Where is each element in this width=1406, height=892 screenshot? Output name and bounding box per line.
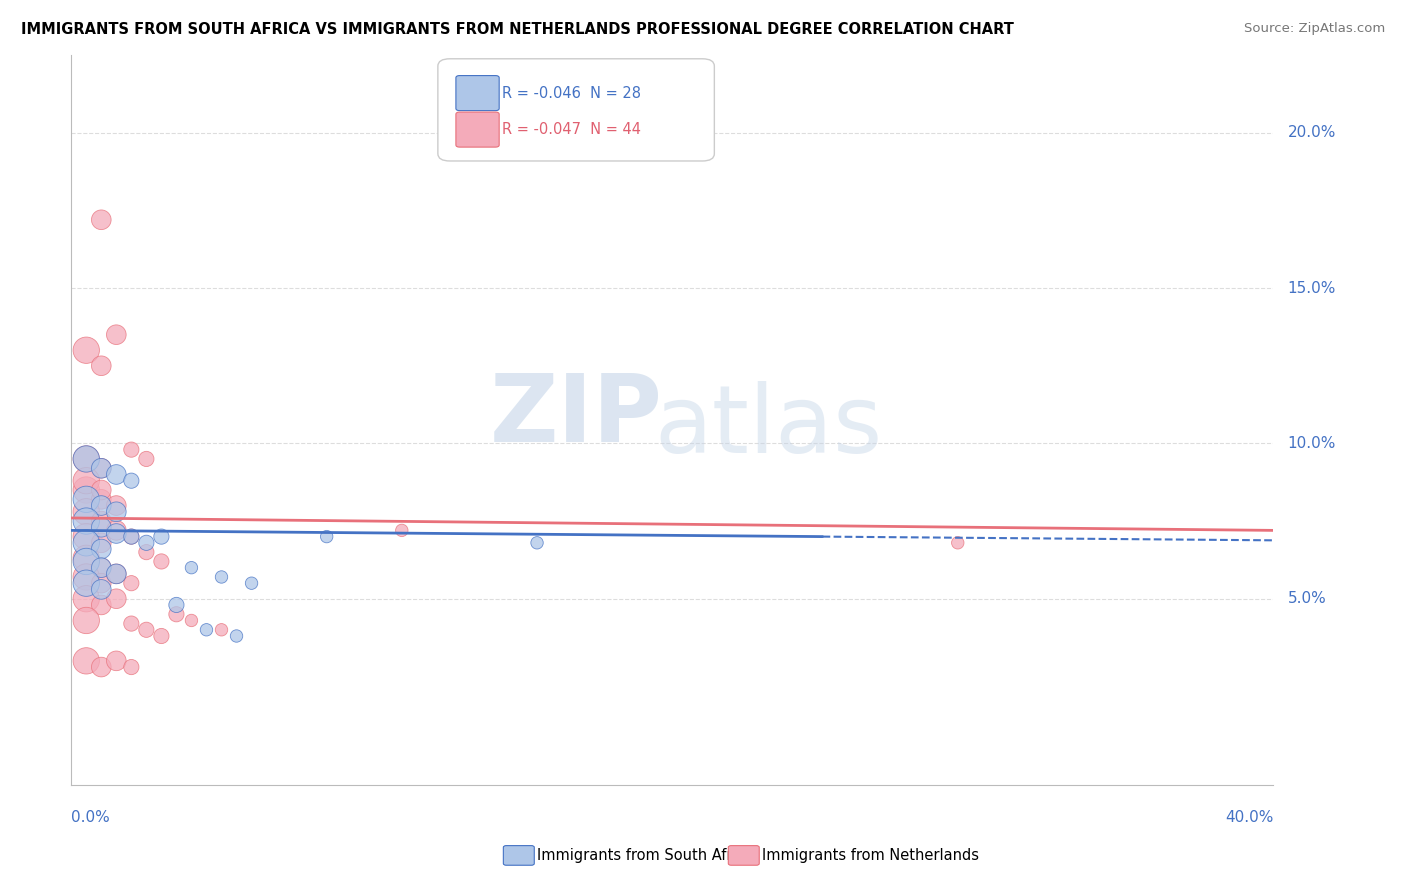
Point (90, 536, 112, 550)
Point (90, 576, 112, 591)
Point (75, 452, 97, 467)
Text: ZIP: ZIP (489, 370, 662, 462)
Point (75, 591, 97, 606)
Point (120, 442, 142, 457)
Point (75, 452, 97, 467)
Point (120, 660, 142, 674)
Point (75, 474, 97, 488)
Point (90, 514, 112, 528)
Point (90, 461, 112, 475)
Point (105, 654, 128, 668)
Point (135, 452, 157, 467)
Point (75, 505, 97, 519)
Point (75, 536, 97, 550)
Text: R = -0.046  N = 28: R = -0.046 N = 28 (502, 86, 641, 101)
Point (526, 536, 548, 550)
Text: IMMIGRANTS FROM SOUTH AFRICA VS IMMIGRANTS FROM NETHERLANDS PROFESSIONAL DEGREE : IMMIGRANTS FROM SOUTH AFRICA VS IMMIGRAN… (21, 22, 1014, 37)
Point (75, 554, 97, 568)
Text: 20.0%: 20.0% (1288, 125, 1336, 140)
Point (150, 530, 173, 544)
Point (135, 545, 157, 559)
Point (120, 530, 142, 544)
Point (135, 623, 157, 637)
Point (75, 483, 97, 497)
FancyBboxPatch shape (456, 112, 499, 147)
Point (105, 566, 128, 581)
Point (90, 359, 112, 373)
Point (90, 212, 112, 227)
Point (75, 654, 97, 668)
Point (90, 492, 112, 507)
Point (391, 524, 413, 538)
Point (120, 474, 142, 488)
Text: atlas: atlas (654, 382, 883, 474)
Point (150, 554, 173, 568)
Point (105, 566, 128, 581)
Text: Source: ZipAtlas.com: Source: ZipAtlas.com (1244, 22, 1385, 36)
Point (105, 526, 128, 541)
Text: 15.0%: 15.0% (1288, 281, 1336, 295)
Point (105, 499, 128, 513)
Point (105, 327, 128, 342)
Point (180, 560, 202, 574)
Point (120, 616, 142, 631)
FancyBboxPatch shape (456, 76, 499, 111)
Point (946, 536, 969, 550)
Point (225, 629, 247, 643)
Point (240, 576, 263, 591)
Point (195, 623, 218, 637)
Point (165, 598, 187, 612)
Point (150, 629, 173, 643)
Point (90, 483, 112, 497)
Point (75, 514, 97, 528)
Point (90, 660, 112, 674)
Text: 10.0%: 10.0% (1288, 436, 1336, 451)
Point (75, 530, 97, 544)
Point (90, 461, 112, 475)
Point (90, 582, 112, 597)
Point (75, 492, 97, 507)
Point (105, 591, 128, 606)
Text: Immigrants from Netherlands: Immigrants from Netherlands (762, 848, 979, 863)
Point (90, 560, 112, 574)
Point (90, 560, 112, 574)
Text: 40.0%: 40.0% (1225, 810, 1274, 825)
Point (315, 530, 337, 544)
Point (105, 467, 128, 482)
Text: R = -0.047  N = 44: R = -0.047 N = 44 (502, 122, 641, 137)
Point (90, 499, 112, 513)
Text: Immigrants from South Africa: Immigrants from South Africa (537, 848, 754, 863)
Point (135, 536, 157, 550)
FancyBboxPatch shape (437, 59, 714, 161)
Point (105, 524, 128, 538)
Point (90, 520, 112, 534)
Point (105, 505, 128, 519)
Point (211, 570, 233, 584)
Point (75, 343, 97, 358)
Point (75, 551, 97, 566)
Text: 0.0%: 0.0% (72, 810, 110, 825)
Point (90, 598, 112, 612)
Point (120, 576, 142, 591)
Point (75, 576, 97, 591)
Point (75, 570, 97, 584)
Text: 5.0%: 5.0% (1288, 591, 1326, 607)
Point (90, 542, 112, 557)
Point (211, 623, 233, 637)
Point (75, 614, 97, 628)
Point (180, 614, 202, 628)
Point (165, 607, 187, 622)
Point (120, 530, 142, 544)
